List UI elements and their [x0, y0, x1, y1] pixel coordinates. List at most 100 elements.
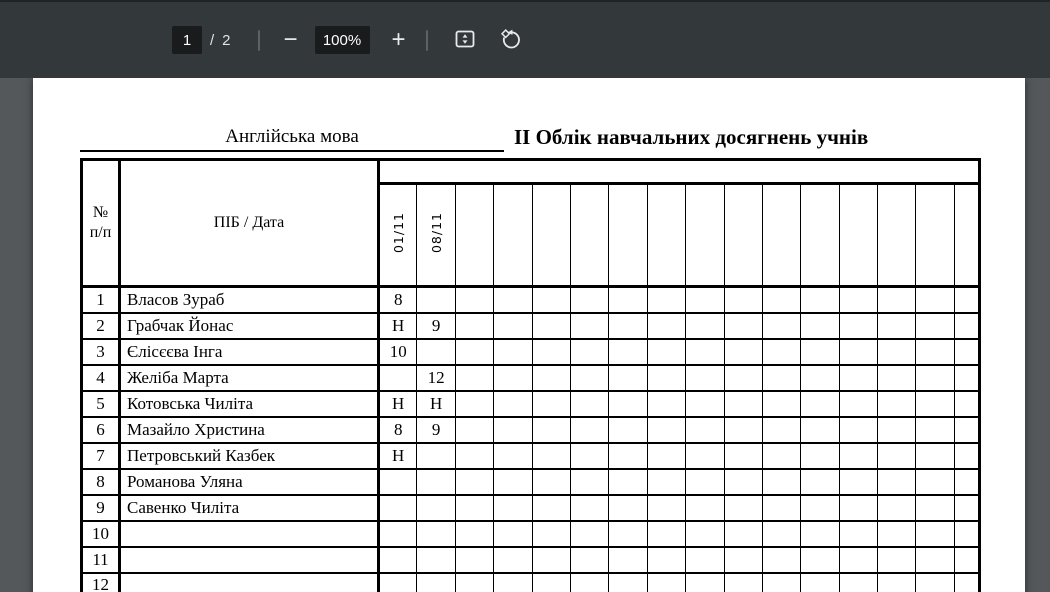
- grade-cell: [608, 545, 648, 574]
- grade-cell: [800, 415, 840, 444]
- grade-cell: [646, 389, 687, 418]
- header-band-cell: [378, 159, 980, 185]
- grade-cell: [569, 389, 610, 418]
- zoom-in-button[interactable]: +: [387, 26, 411, 54]
- grade-cell: [953, 337, 980, 366]
- grade-cell: [416, 441, 456, 470]
- grade-cell: [454, 311, 495, 340]
- document-scroll-area[interactable]: Англійська мова ІІ Облік навчальних дося…: [0, 78, 1050, 592]
- row-number-cell: 6: [81, 415, 121, 444]
- grade-cell: [608, 571, 648, 592]
- grade-cell: [915, 285, 955, 314]
- grade-cell: [953, 467, 980, 496]
- row-number-cell: 8: [81, 467, 121, 496]
- grade-cell: [761, 441, 802, 470]
- grade-cell: [800, 493, 840, 522]
- grade-cell: [877, 467, 917, 496]
- grade-cell: [646, 363, 687, 392]
- grade-cell: [493, 389, 533, 418]
- table-row: 9 Савенко Чиліта: [81, 493, 980, 522]
- grade-cell: [838, 415, 879, 444]
- grade-cell: [493, 571, 533, 592]
- grade-cell: [915, 389, 955, 418]
- grade-cell: [877, 363, 917, 392]
- number-header-line1: №: [92, 204, 109, 221]
- grade-cell: [723, 415, 763, 444]
- grade-cell: Н: [377, 389, 418, 418]
- grade-cell: [608, 415, 648, 444]
- grade-cell: [416, 285, 456, 314]
- grade-cell: [531, 389, 571, 418]
- grade-cell: [953, 493, 980, 522]
- zoom-out-button[interactable]: −: [279, 26, 303, 54]
- date-column-header: 01/11: [377, 183, 418, 288]
- header-band-row: № п/п ПІБ / Дата: [81, 159, 980, 288]
- grade-cell: 12: [416, 363, 456, 392]
- grade-cell: [454, 285, 495, 314]
- student-name-cell: Петровський Казбек: [119, 441, 380, 470]
- document-title: ІІ Облік навчальних досягнень учнів: [514, 125, 869, 149]
- table-row: 7 Петровський Казбек Н: [81, 441, 980, 470]
- name-column-header: ПІБ / Дата: [119, 159, 380, 288]
- grade-cell: [800, 363, 840, 392]
- grade-cell: [531, 493, 571, 522]
- table-row: 2 Грабчак Йонас Н 9: [81, 311, 980, 340]
- grade-cell: [454, 571, 495, 592]
- date-label: 01/11: [390, 211, 406, 254]
- student-name-cell: Власов Зураб: [119, 285, 380, 314]
- grade-cell: [377, 519, 418, 548]
- zoom-level-display[interactable]: 100%: [314, 26, 370, 54]
- grade-cell: [838, 467, 879, 496]
- grade-cell: [723, 545, 763, 574]
- grade-cell: [915, 571, 955, 592]
- grade-cell: [531, 545, 571, 574]
- grade-cell: [377, 545, 418, 574]
- subject-title: Англійська мова: [225, 126, 359, 147]
- empty-date-column-header: [493, 183, 533, 288]
- grade-cell: [685, 337, 725, 366]
- grade-cell: [454, 467, 495, 496]
- grade-cell: [493, 311, 533, 340]
- grade-cell: [838, 337, 879, 366]
- row-number-cell: 2: [81, 311, 121, 340]
- page-number-input[interactable]: [172, 26, 202, 54]
- grade-cell: [646, 545, 687, 574]
- grade-cell: [761, 519, 802, 548]
- table-row: 3 Єлісєєва Інга 10: [81, 337, 980, 366]
- grade-cell: [454, 545, 495, 574]
- grade-cell: [646, 441, 687, 470]
- grade-cell: [723, 337, 763, 366]
- grade-cell: [454, 389, 495, 418]
- grade-cell: [800, 519, 840, 548]
- student-name-cell: Мазайло Христина: [119, 415, 380, 444]
- empty-date-column-header: [454, 183, 495, 288]
- grade-cell: [569, 467, 610, 496]
- grade-cell: [569, 571, 610, 592]
- grade-cell: [761, 311, 802, 340]
- row-number-cell: 7: [81, 441, 121, 470]
- grade-cell: [761, 493, 802, 522]
- grade-cell: [800, 441, 840, 470]
- grade-cell: [953, 415, 980, 444]
- table-row: 10: [81, 519, 980, 548]
- grade-cell: [377, 467, 418, 496]
- empty-date-column-header: [685, 183, 725, 288]
- grade-cell: [608, 389, 648, 418]
- rotate-counterclockwise-button[interactable]: [497, 26, 525, 54]
- grade-cell: [877, 415, 917, 444]
- grade-cell: Н: [416, 389, 456, 418]
- table-row: 8 Романова Уляна: [81, 467, 980, 496]
- grade-cell: [877, 285, 917, 314]
- grade-cell: [531, 285, 571, 314]
- grade-cell: [685, 311, 725, 340]
- grade-cell: [723, 311, 763, 340]
- fit-to-page-button[interactable]: [451, 26, 479, 54]
- grade-cell: [646, 519, 687, 548]
- grade-cell: [531, 415, 571, 444]
- grade-cell: [493, 415, 533, 444]
- grade-cell: [915, 337, 955, 366]
- grade-cell: [761, 285, 802, 314]
- empty-date-column-header: [761, 183, 802, 288]
- grade-cell: Н: [377, 441, 418, 470]
